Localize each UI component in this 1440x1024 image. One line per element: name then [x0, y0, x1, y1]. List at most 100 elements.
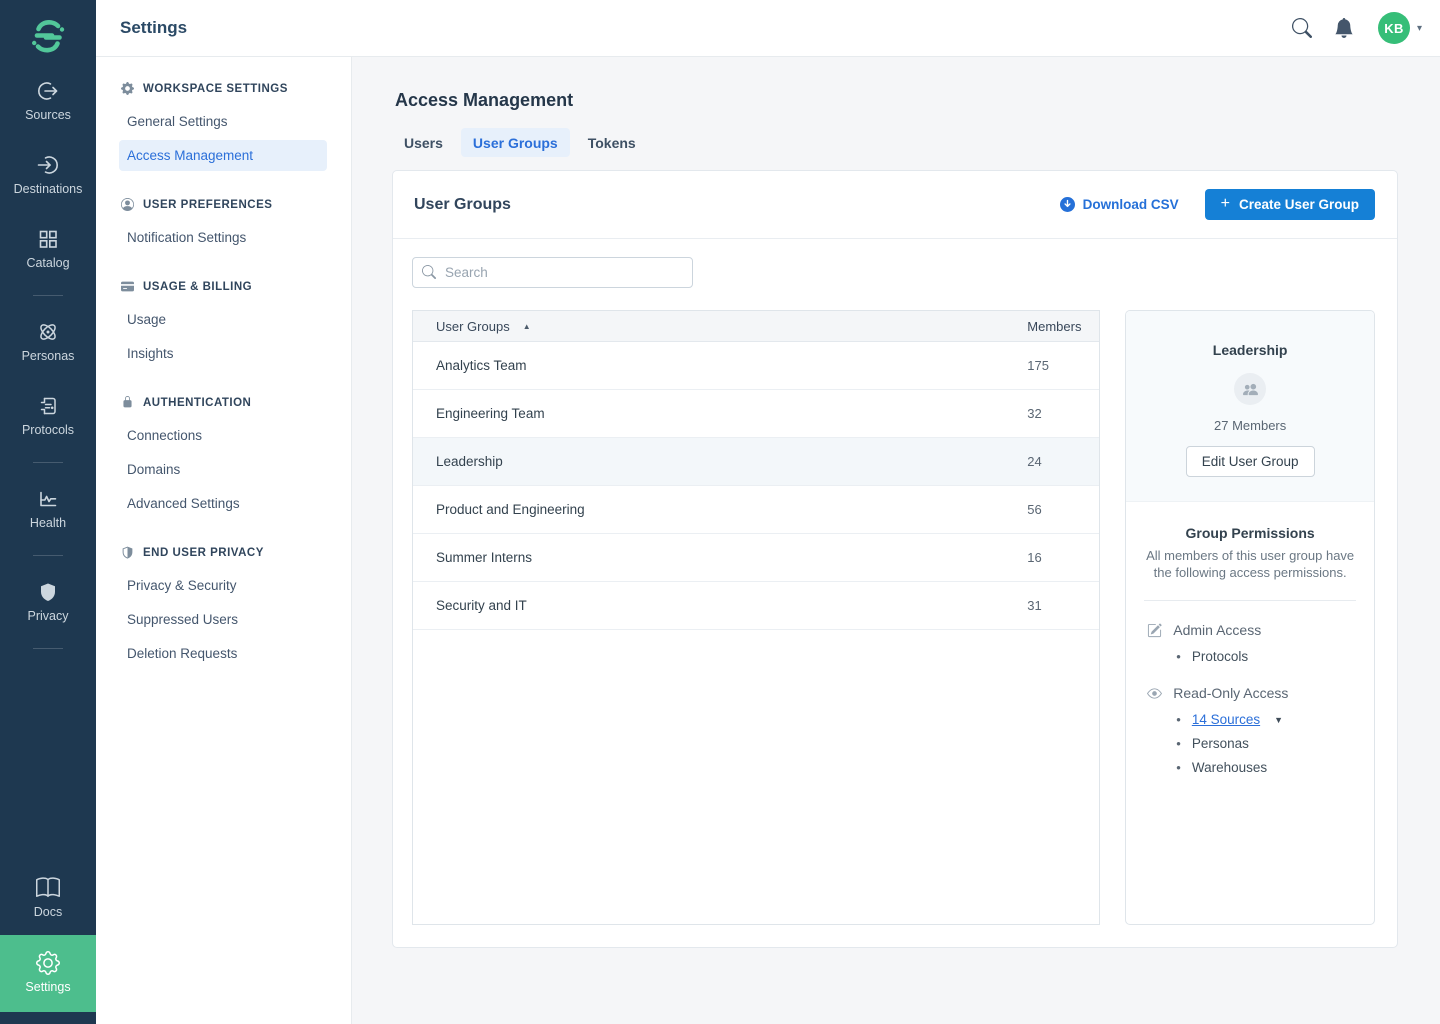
table-header-row: User Groups ▲ Members	[413, 311, 1100, 342]
sidebar-item-privacy[interactable]: Privacy	[0, 565, 96, 639]
group-members: 175	[1027, 358, 1049, 373]
search-icon[interactable]	[1291, 18, 1312, 38]
permissions-description: All members of this user group have the …	[1146, 548, 1355, 580]
destinations-icon	[37, 156, 58, 174]
docs-icon	[36, 877, 60, 897]
sidebar-item-docs[interactable]: Docs	[0, 861, 96, 935]
group-summary: Leadership 27 Members Edit User Group	[1126, 311, 1374, 502]
bullet-icon: •	[1176, 760, 1181, 776]
sidebar-item-label: Sources	[25, 108, 71, 122]
nav-section-title: USER PREFERENCES	[143, 198, 273, 211]
permissions-title: Group Permissions	[1185, 525, 1315, 541]
search-icon	[422, 265, 436, 279]
sidebar-item-label: Destinations	[13, 182, 83, 196]
sidebar-item-destinations[interactable]: Destinations	[0, 138, 96, 212]
sidebar-item-sources[interactable]: Sources	[0, 64, 96, 138]
group-name: Leadership	[436, 454, 503, 469]
group-name: Product and Engineering	[436, 502, 585, 517]
settings-gear-icon	[36, 951, 60, 975]
tab-tokens[interactable]: Tokens	[587, 134, 636, 151]
page-title: Settings	[120, 18, 188, 37]
table-row[interactable]: Product and Engineering 56	[413, 486, 1100, 534]
topbar: Settings KB ▾	[96, 0, 1440, 57]
card-title: User Groups	[414, 195, 511, 213]
user-groups-table: User Groups ▲ Members Analytics Team 175…	[412, 310, 1101, 925]
group-avatar	[1234, 373, 1267, 405]
table-row-selected[interactable]: Leadership 24	[413, 438, 1100, 486]
permission-items: • 14 Sources ▼ • Personas	[1142, 712, 1358, 775]
permission-group-label: Admin Access	[1173, 622, 1262, 639]
nav-item-usage[interactable]: Usage	[127, 312, 167, 327]
sort-asc-icon[interactable]: ▲	[522, 321, 531, 331]
people-icon	[1242, 383, 1258, 395]
content-row: User Groups ▲ Members Analytics Team 175…	[412, 310, 1375, 925]
nav-item-advanced-settings[interactable]: Advanced Settings	[127, 496, 240, 511]
bullet-icon: •	[1176, 736, 1181, 752]
personas-icon	[40, 324, 56, 340]
sidebar-item-label: Health	[29, 516, 67, 530]
permission-item: • Personas	[1176, 736, 1358, 751]
table-empty-area	[413, 630, 1100, 924]
group-name: Security and IT	[436, 598, 527, 613]
permission-group-label: Read-Only Access	[1173, 685, 1289, 702]
edit-user-group-button[interactable]: Edit User Group	[1185, 446, 1315, 477]
group-permissions: Group Permissions All members of this us…	[1126, 502, 1374, 775]
create-user-group-label: Create User Group	[1238, 197, 1359, 212]
sidebar-item-protocols[interactable]: Protocols	[0, 379, 96, 453]
nav-section-header: AUTHENTICATION	[121, 396, 327, 409]
sidebar-divider	[33, 462, 63, 463]
card-header: User Groups Download CSV + Create User G…	[393, 171, 1397, 239]
tab-user-groups[interactable]: User Groups	[460, 128, 570, 157]
sidebar-item-catalog[interactable]: Catalog	[0, 212, 96, 286]
column-header-user-groups[interactable]: User Groups	[436, 318, 510, 334]
permission-item-label: Warehouses	[1191, 760, 1268, 776]
download-csv-link[interactable]: Download CSV	[1059, 197, 1179, 212]
catalog-icon	[39, 230, 57, 248]
nav-item-general-settings[interactable]: General Settings	[127, 114, 228, 129]
sidebar-item-personas[interactable]: Personas	[0, 305, 96, 379]
nav-item-suppressed-users[interactable]: Suppressed Users	[127, 612, 239, 627]
nav-item-domains[interactable]: Domains	[127, 462, 181, 477]
sidebar-item-settings[interactable]: Settings	[0, 935, 96, 1012]
table-row[interactable]: Security and IT 31	[413, 582, 1100, 630]
group-name: Leadership	[1212, 342, 1288, 358]
download-csv-label: Download CSV	[1082, 197, 1179, 212]
nav-section-header: WORKSPACE SETTINGS	[121, 82, 327, 95]
nav-item-connections[interactable]: Connections	[127, 428, 203, 443]
sources-count-link[interactable]: 14 Sources	[1191, 712, 1261, 728]
group-members: 32	[1027, 406, 1042, 421]
nav-item-insights[interactable]: Insights	[127, 346, 174, 361]
group-name: Summer Interns	[436, 550, 533, 565]
group-name: Analytics Team	[436, 358, 527, 373]
tabs: Users User Groups Tokens	[392, 128, 1398, 157]
nav-section-authentication: AUTHENTICATION Connections Domains Advan…	[119, 396, 327, 519]
plus-icon: +	[1220, 195, 1230, 212]
create-user-group-button[interactable]: + Create User Group	[1204, 189, 1375, 220]
table-row[interactable]: Summer Interns 16	[413, 534, 1100, 582]
user-circle-icon	[121, 198, 134, 211]
caret-down-icon[interactable]: ▼	[1274, 714, 1284, 725]
search-input[interactable]	[412, 257, 693, 288]
health-icon	[40, 491, 57, 507]
tab-users[interactable]: Users	[404, 134, 443, 151]
sidebar-item-health[interactable]: Health	[0, 472, 96, 546]
table-row[interactable]: Analytics Team 175	[413, 342, 1100, 390]
segment-logo[interactable]	[28, 16, 68, 56]
nav-section-user-preferences: USER PREFERENCES Notification Settings	[119, 198, 327, 253]
nav-item-deletion-requests[interactable]: Deletion Requests	[127, 646, 238, 661]
sidebar-divider	[33, 295, 63, 296]
nav-item-privacy-security[interactable]: Privacy & Security	[127, 578, 237, 593]
group-name: Engineering Team	[436, 406, 545, 421]
avatar[interactable]: KB	[1377, 12, 1410, 44]
nav-item-access-management[interactable]: Access Management	[119, 140, 327, 171]
group-members: 31	[1027, 598, 1042, 613]
column-header-members[interactable]: Members	[1027, 318, 1082, 334]
section-title: Access Management	[395, 90, 574, 110]
search-field-wrap	[412, 257, 693, 288]
table-row[interactable]: Engineering Team 32	[413, 390, 1100, 438]
permission-items: • Protocols	[1142, 649, 1358, 664]
caret-down-icon[interactable]: ▾	[1416, 22, 1422, 34]
nav-item-notification-settings[interactable]: Notification Settings	[127, 230, 247, 245]
bell-icon[interactable]	[1334, 18, 1354, 38]
download-icon	[1059, 197, 1075, 212]
